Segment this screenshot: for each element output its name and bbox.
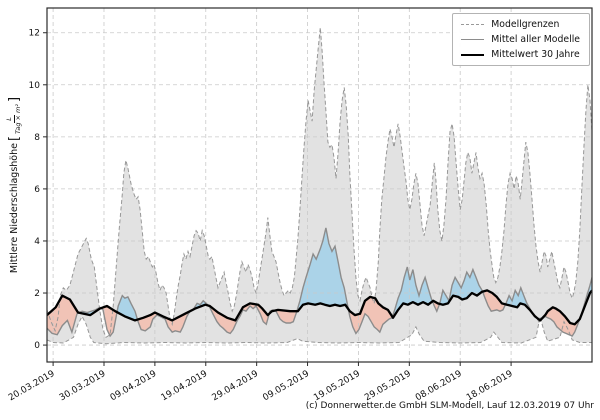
legend-label: Modellgrenzen [491, 19, 560, 30]
solid-line-icon [461, 39, 485, 40]
y-tick-label: 6 [34, 185, 40, 195]
x-tick-label: 30.03.2019 [58, 369, 108, 404]
x-tick-label: 20.03.2019 [7, 369, 57, 404]
unit-bracket-right: ] [6, 96, 22, 103]
y-axis-label: Mittlere Niederschlagshöhe [ L Tag × m² … [4, 70, 24, 300]
thirty-year-mean-line [47, 289, 592, 326]
unit-bracket-left: [ [6, 135, 22, 142]
y-tick-label: 8 [34, 133, 40, 143]
x-tick-label: 29.04.2019 [211, 369, 261, 404]
legend-label: Mittelwert 30 Jahre [491, 49, 580, 60]
y-axis-label-text: Mittlere Niederschlagshöhe [8, 143, 20, 274]
x-tick-label: 18.06.2019 [465, 369, 515, 404]
legend-item-mittel-aller-modelle: Mittel aller Modelle [461, 34, 580, 45]
y-tick-label: 10 [29, 81, 41, 91]
legend-item-modellgrenzen: Modellgrenzen [461, 19, 580, 30]
legend-label: Mittel aller Modelle [491, 34, 580, 45]
dashed-line-icon [461, 24, 485, 25]
y-tick-label: 0 [34, 341, 40, 351]
y-tick-label: 4 [34, 237, 40, 247]
thick-line-icon [461, 53, 485, 56]
model-mean-line [47, 227, 592, 338]
plot-border [46, 7, 593, 363]
model-envelope-area [47, 27, 592, 344]
above-normal-area [47, 227, 592, 325]
model-upper-bound-line [47, 27, 592, 339]
legend-item-mittelwert-30-jahre: Mittelwert 30 Jahre [461, 49, 580, 60]
x-tick-label: 09.05.2019 [261, 369, 311, 404]
x-tick-label: 29.05.2019 [363, 369, 413, 404]
x-tick-label: 08.06.2019 [414, 369, 464, 404]
x-tick-label: 19.04.2019 [160, 369, 210, 404]
y-tick-label: 2 [34, 289, 40, 299]
unit-fraction: L Tag × m² [5, 104, 22, 134]
y-tick-label: 12 [29, 29, 40, 39]
x-tick-label: 19.05.2019 [312, 369, 362, 404]
legend: Modellgrenzen Mittel aller Modelle Mitte… [452, 13, 590, 66]
unit-denominator: Tag × m² [13, 104, 22, 134]
x-tick-label: 09.04.2019 [109, 369, 159, 404]
copyright-caption: (c) Donnerwetter.de GmbH SLM-Modell, Lau… [305, 401, 594, 411]
